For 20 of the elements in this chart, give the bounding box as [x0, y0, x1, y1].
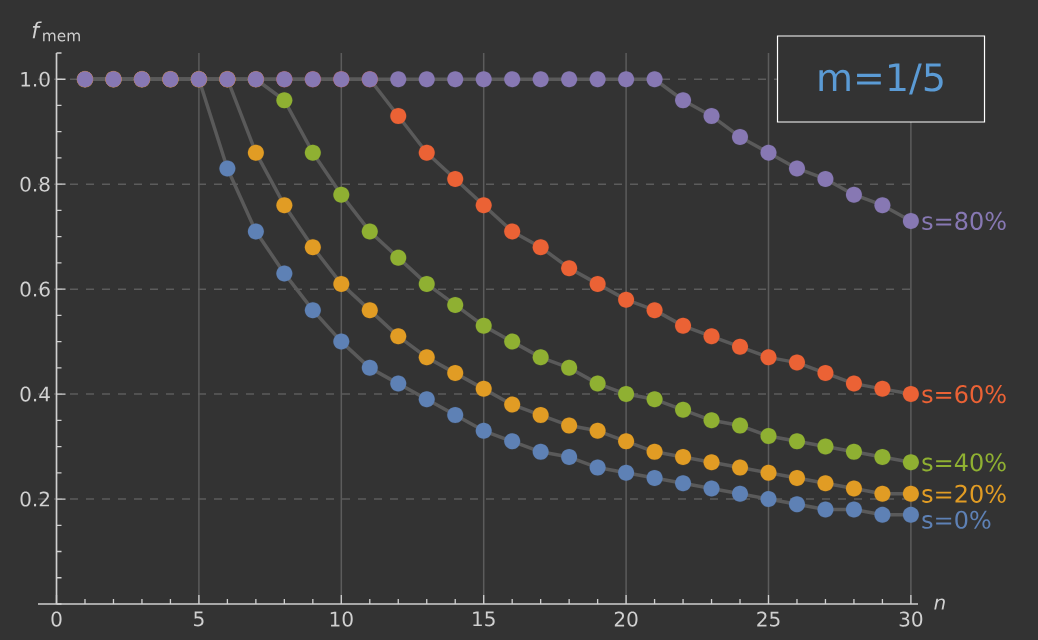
x-tick-label: 25: [757, 611, 780, 627]
y-tick-label: 0.4: [20, 386, 50, 402]
x-tick-label: 20: [614, 611, 638, 627]
x-tick-label: 10: [330, 611, 353, 627]
annotation: m=1/5: [819, 63, 943, 95]
x-tick-label: 0: [51, 611, 62, 627]
y-tick-label: 1.0: [21, 71, 50, 87]
series-label: s=80%: [922, 211, 1006, 230]
series-label: s=40%: [922, 453, 1006, 472]
y-tick-label: 0.6: [20, 281, 50, 297]
x-tick-label: 30: [899, 611, 923, 627]
x-tick-label: 5: [194, 611, 204, 627]
x-tick-label: 15: [473, 611, 495, 627]
y-tick-label: 0.2: [20, 491, 49, 507]
y-tick-label: 0.8: [20, 176, 50, 192]
series-label: s=20%: [922, 484, 1006, 503]
y-axis-title: f$_{mem}$: [32, 21, 80, 42]
series-label: s=0%: [922, 510, 991, 529]
x-axis-title: n: [934, 598, 945, 610]
series-label: s=60%: [922, 385, 1006, 404]
